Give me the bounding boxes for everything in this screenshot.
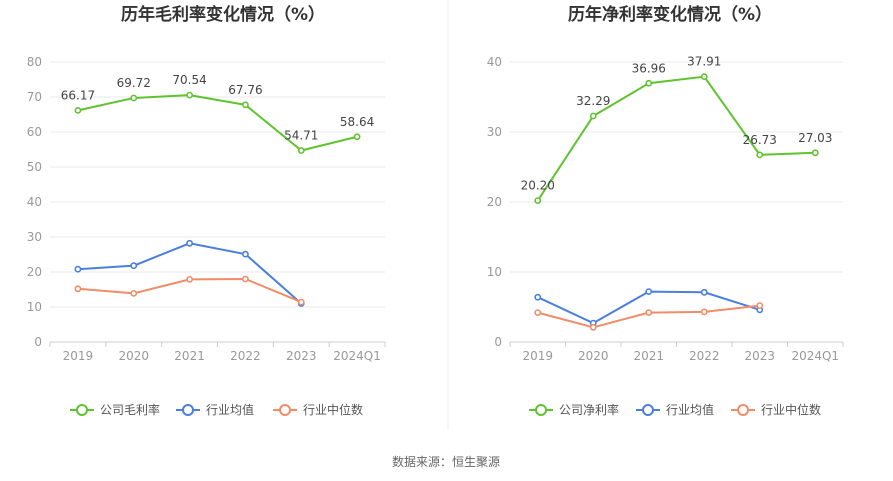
data-point[interactable]	[74, 265, 82, 273]
legend-item[interactable]: 公司毛利率	[70, 402, 160, 417]
y-tick-label: 10	[27, 300, 42, 314]
data-point[interactable]	[242, 275, 249, 283]
legend-item[interactable]: 行业中位数	[731, 402, 821, 417]
series-line-2	[537, 304, 760, 329]
legend-swatch-marker	[76, 404, 88, 416]
data-point[interactable]	[645, 79, 653, 87]
x-tick-label: 2019	[63, 349, 94, 363]
legend-label: 行业中位数	[303, 402, 363, 417]
data-point[interactable]	[242, 250, 249, 258]
data-label: 27.03	[798, 131, 832, 145]
data-point[interactable]	[589, 323, 597, 331]
legend-swatch-marker	[737, 404, 749, 416]
legend-label: 行业中位数	[761, 402, 821, 417]
y-tick-label: 30	[487, 125, 502, 139]
y-tick-label: 50	[27, 160, 42, 174]
series-line-0	[536, 75, 816, 202]
net-margin-chart: 历年净利率变化情况（%） 0 10 20 30 40 2019 2020 2021 2022 202…	[487, 4, 844, 417]
data-point[interactable]	[756, 151, 764, 159]
data-label: 66.17	[61, 88, 95, 102]
data-point[interactable]	[811, 149, 819, 157]
legend-label: 行业均值	[206, 402, 254, 417]
data-point[interactable]	[645, 309, 653, 316]
data-label: 70.54	[172, 73, 206, 87]
data-point[interactable]	[74, 107, 82, 114]
data-point[interactable]	[186, 91, 193, 99]
data-point[interactable]	[700, 288, 708, 296]
data-source-note: 数据来源：恒生聚源	[392, 454, 500, 469]
data-point[interactable]	[534, 197, 542, 204]
y-tick-label: 20	[27, 265, 42, 279]
data-point[interactable]	[700, 308, 708, 316]
data-point[interactable]	[74, 285, 82, 293]
legend-swatch-marker	[182, 404, 194, 416]
series-line-1	[537, 290, 761, 325]
x-tick-label: 2019	[522, 349, 553, 363]
y-tick-label: 10	[487, 265, 502, 279]
data-point[interactable]	[297, 298, 305, 306]
gross-margin-chart: 历年毛利率变化情况（%） 0 10 20 30 40 50 60 70 80 2019 2020 202…	[27, 4, 386, 417]
data-label: 54.71	[284, 129, 318, 143]
y-tick-label: 40	[27, 195, 42, 209]
x-tick-label: 2024Q1	[791, 349, 839, 363]
chart-title: 历年净利率变化情况（%）	[568, 4, 772, 25]
y-tick-label: 60	[27, 125, 42, 139]
x-tick-label: 2021	[633, 349, 664, 363]
series-line-1	[77, 242, 302, 305]
data-label: 20.20	[521, 179, 555, 193]
legend-swatch-marker	[535, 404, 547, 416]
x-tick-label: 2024Q1	[333, 349, 381, 363]
y-tick-label: 20	[487, 195, 502, 209]
x-tick-label: 2021	[174, 349, 205, 363]
legend-swatch-marker	[642, 404, 654, 416]
data-label: 26.73	[743, 133, 777, 147]
data-label: 58.64	[340, 115, 374, 129]
legend-item[interactable]: 行业中位数	[273, 402, 363, 417]
chart-title: 历年毛利率变化情况（%）	[121, 4, 325, 25]
series-line-0	[77, 94, 358, 152]
legend-item[interactable]: 行业均值	[636, 402, 714, 417]
data-label: 69.72	[117, 76, 151, 90]
legend-item[interactable]: 行业均值	[176, 402, 254, 417]
y-tick-label: 40	[487, 55, 502, 69]
legend-label: 公司毛利率	[100, 402, 160, 417]
data-point[interactable]	[186, 275, 193, 283]
data-label: 36.96	[632, 61, 666, 75]
data-point[interactable]	[534, 309, 542, 316]
data-point[interactable]	[130, 94, 138, 102]
data-point[interactable]	[130, 262, 138, 270]
data-label: 37.91	[687, 55, 721, 69]
data-point[interactable]	[756, 302, 764, 309]
y-tick-label: 70	[27, 90, 42, 104]
data-label: 32.29	[576, 94, 610, 108]
data-point[interactable]	[700, 73, 708, 81]
y-tick-label: 30	[27, 230, 42, 244]
legend-label: 公司净利率	[559, 402, 619, 417]
data-point[interactable]	[589, 112, 597, 120]
legend-swatch-marker	[279, 404, 291, 416]
data-label: 67.76	[228, 83, 262, 97]
x-tick-label: 2022	[230, 349, 261, 363]
data-point[interactable]	[186, 239, 193, 247]
legend-item[interactable]: 公司净利率	[529, 402, 619, 417]
y-tick-label: 0	[34, 335, 42, 349]
data-point[interactable]	[242, 101, 249, 109]
y-tick-label: 0	[494, 335, 502, 349]
data-point[interactable]	[645, 288, 653, 295]
data-point[interactable]	[353, 133, 361, 141]
data-point[interactable]	[130, 289, 138, 297]
data-point[interactable]	[534, 293, 542, 301]
y-tick-label: 80	[27, 55, 42, 69]
x-tick-label: 2023	[744, 349, 775, 363]
data-point[interactable]	[297, 147, 305, 154]
x-tick-label: 2023	[286, 349, 317, 363]
x-tick-label: 2020	[578, 349, 609, 363]
x-tick-label: 2022	[689, 349, 720, 363]
legend-label: 行业均值	[666, 402, 714, 417]
x-tick-label: 2020	[118, 349, 149, 363]
